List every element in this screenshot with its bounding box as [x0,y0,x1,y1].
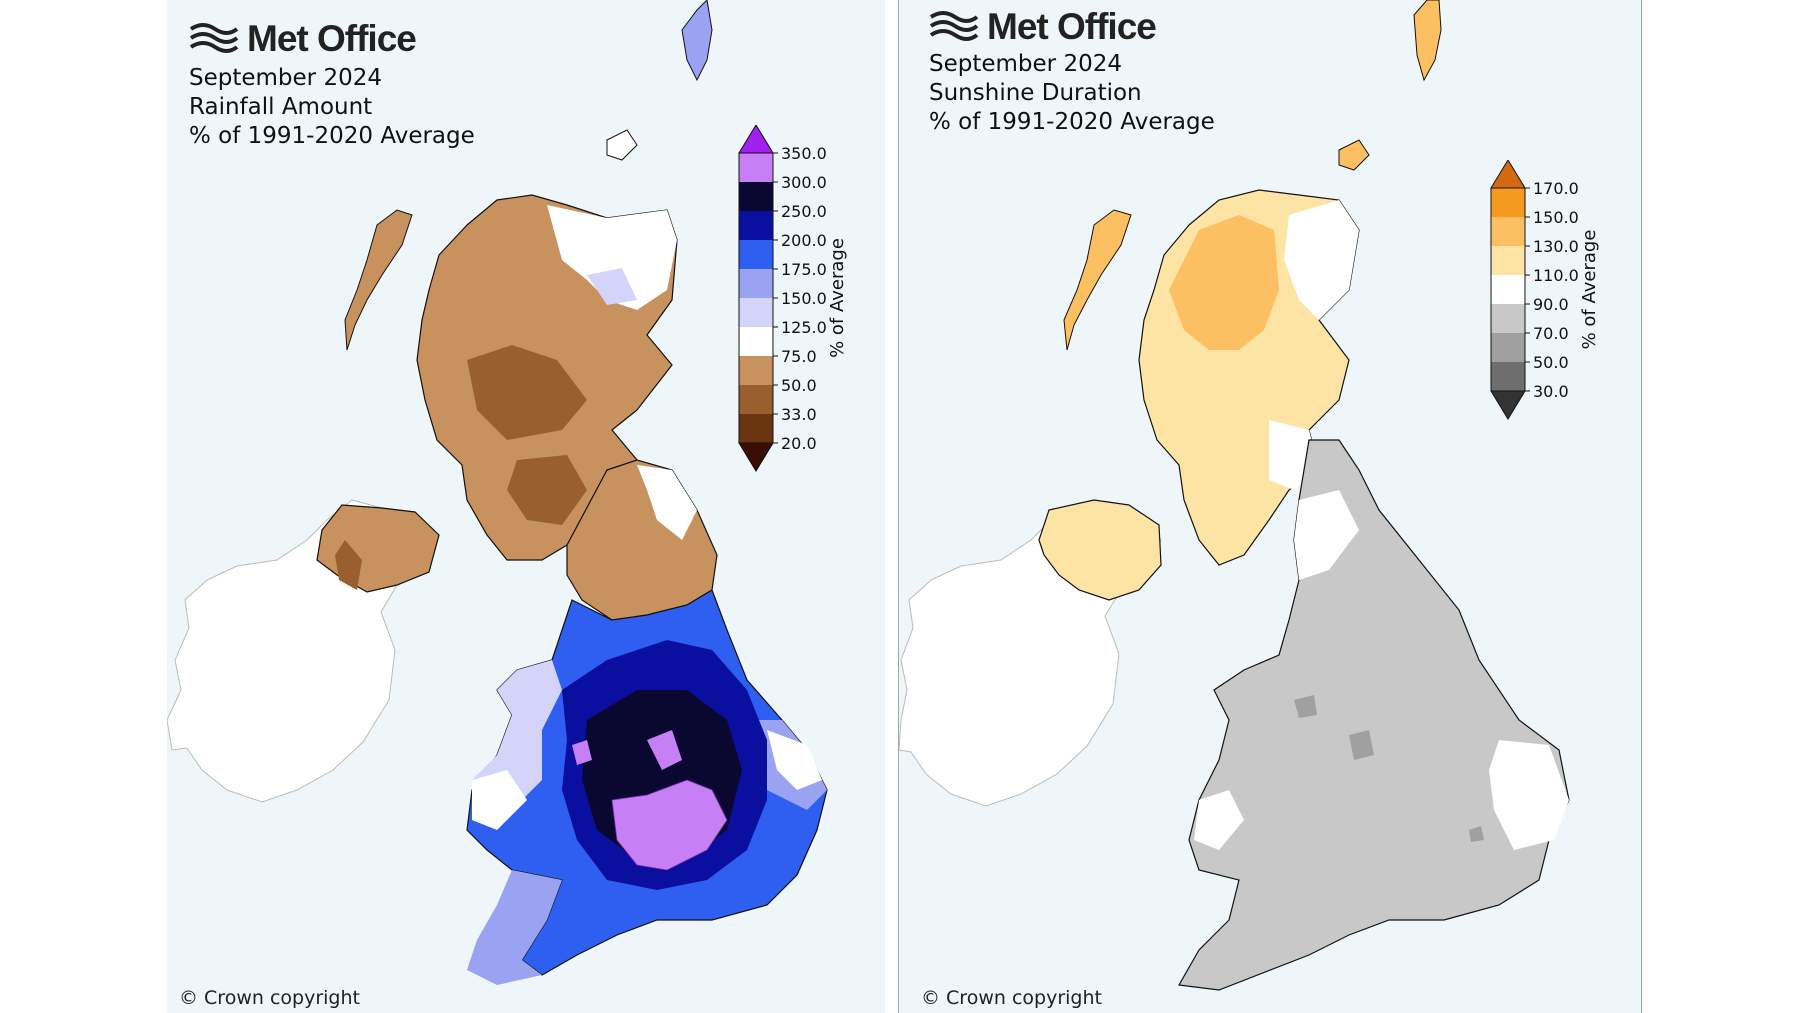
rainfall-map [167,0,828,985]
colorbar-segment [1491,188,1525,217]
colorbar-tick-label: 33.0 [781,405,817,424]
colorbar-tick-label: 110.0 [1533,266,1579,285]
colorbar-tick-label: 50.0 [1533,353,1569,372]
colorbar-tick-label: 175.0 [781,260,827,279]
colorbar-segment [739,298,773,327]
colorbar-segment [739,356,773,385]
colorbar-tick-label: 200.0 [781,231,827,250]
map-title: September 2024 Sunshine Duration % of 19… [929,50,1215,137]
copyright-notice: © Crown copyright [179,987,360,1009]
title-line-2: Sunshine Duration [929,80,1142,106]
southern-england-extreme-rainfall [611,779,728,871]
title-line-1: September 2024 [189,65,382,91]
title-line-3: % of 1991-2020 Average [929,109,1215,135]
colorbar-tick-label: 150.0 [1533,208,1579,227]
england-wales-region [1178,439,1570,991]
colorbar-top-arrow [738,125,774,154]
title-line-3: % of 1991-2020 Average [189,123,475,149]
colorbar-tick-label: 125.0 [781,318,827,337]
colorbar-segment [739,385,773,414]
colorbar-top-arrow [1490,160,1526,189]
colorbar-tick-label: 75.0 [781,347,817,366]
colorbar-tick-label: 300.0 [781,173,827,192]
title-line-1: September 2024 [929,51,1122,77]
logo-text: Met Office [247,18,417,59]
map-title: September 2024 Rainfall Amount % of 1991… [189,64,475,151]
met-office-logo: Met Office [189,18,417,60]
colorbar-segment [739,414,773,443]
rainfall-map-panel: Met Office September 2024 Rainfall Amoun… [167,0,885,1013]
colorbar-segment [1491,275,1525,304]
met-office-waves-icon [189,23,239,53]
colorbar-tick-label: 350.0 [781,144,827,163]
title-line-2: Rainfall Amount [189,94,373,120]
colorbar-tick-label: 20.0 [781,434,817,453]
colorbar-segment [1491,362,1525,391]
met-office-logo: Met Office [929,6,1157,48]
colorbar-segment [739,327,773,356]
colorbar-segment [1491,304,1525,333]
sunshine-colorbar: 170.0 150.0 130.0 110.0 90.0 70.0 50.0 30.0 % of… [1490,160,1600,420]
sunshine-map [899,0,1570,991]
copyright-notice: © Crown copyright [921,987,1102,1009]
colorbar-label: % of Average [1579,230,1600,350]
colorbar-tick-label: 130.0 [1533,237,1579,256]
sunshine-map-panel: Met Office September 2024 Sunshine Durat… [898,0,1642,1013]
colorbar-segment [739,240,773,269]
colorbar-segment [739,182,773,211]
colorbar-tick-label: 70.0 [1533,324,1569,343]
colorbar-tick-label: 250.0 [781,202,827,221]
colorbar-segment [739,153,773,182]
logo-text: Met Office [987,6,1157,47]
met-office-waves-icon [929,11,979,41]
northern-ireland-region [1038,499,1162,601]
rainfall-colorbar: 350.0 300.0 250.0 200.0 175.0 150.0 125.0 75.0 5… [738,125,848,472]
colorbar-tick-label: 170.0 [1533,179,1579,198]
colorbar-tick-label: 90.0 [1533,295,1569,314]
colorbar-bottom-arrow [1490,390,1526,420]
colorbar-segment [1491,333,1525,362]
colorbar-segment [739,269,773,298]
colorbar-segment [739,211,773,240]
colorbar-label: % of Average [827,238,848,358]
colorbar-outline [1490,187,1526,392]
colorbar-tick-label: 30.0 [1533,382,1569,401]
colorbar-tick-label: 150.0 [781,289,827,308]
colorbar-tick-label: 50.0 [781,376,817,395]
colorbar-bottom-arrow [738,442,774,472]
colorbar-segment [1491,246,1525,275]
colorbar-segment [1491,217,1525,246]
